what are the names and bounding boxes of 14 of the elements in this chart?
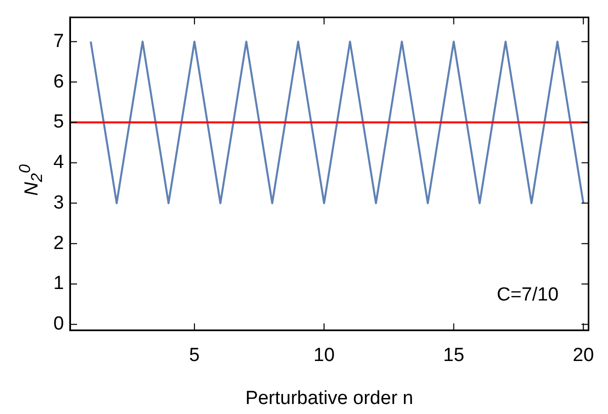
y-tick-label: 6 xyxy=(53,71,64,92)
y-tick-label: 0 xyxy=(53,314,64,335)
y-tick-label: 1 xyxy=(53,273,64,294)
annotation: C=7/10 xyxy=(496,284,559,306)
y-tick-label: 5 xyxy=(53,112,64,133)
y-tick-label: 4 xyxy=(53,152,64,174)
y-tick-label: 3 xyxy=(53,192,64,214)
x-tick-label: 15 xyxy=(443,345,464,366)
x-tick-label: 10 xyxy=(314,345,335,366)
y-tick-label: 2 xyxy=(53,232,64,254)
x-axis-title: Perturbative order n xyxy=(245,388,414,409)
y-tick-label: 7 xyxy=(53,30,64,52)
x-tick-label: 20 xyxy=(572,345,594,366)
x-tick-label: 5 xyxy=(189,345,200,366)
